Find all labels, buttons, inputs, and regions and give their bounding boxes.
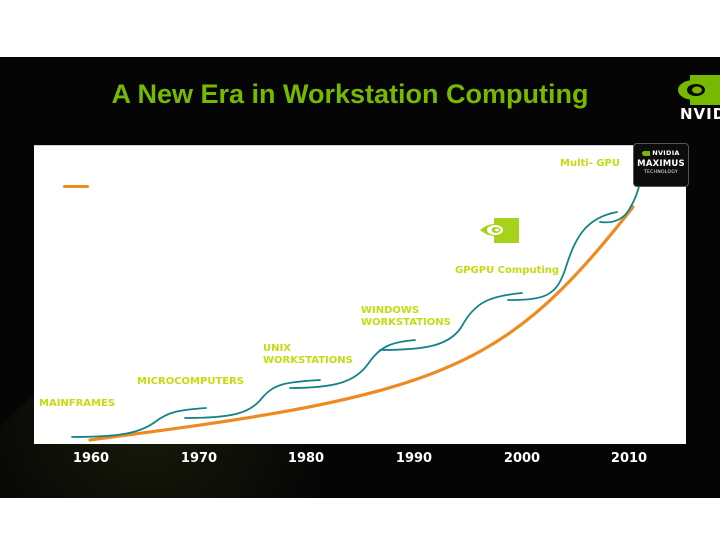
label-unix-workstations: UNIX WORKSTATIONS <box>263 343 353 367</box>
maximus-badge: NVIDIA MAXIMUS TECHNOLOGY <box>633 143 689 187</box>
label-windows-workstations: WINDOWS WORKSTATIONS <box>361 305 451 329</box>
x-tick-1980: 1980 <box>287 451 325 466</box>
maximus-brand: NVIDIA <box>634 149 688 157</box>
x-tick-2010: 2010 <box>610 451 648 466</box>
era-s-curves <box>71 182 641 438</box>
x-tick-2000: 2000 <box>503 451 541 466</box>
x-tick-1960: 1960 <box>72 451 110 466</box>
maximus-name: MAXIMUS <box>637 159 685 169</box>
label-unix-line2: WORKSTATIONS <box>263 355 353 366</box>
maximus-brand-text: NVIDIA <box>652 149 680 157</box>
label-gpgpu-computing: GPGPU Computing <box>455 265 560 276</box>
label-multi-gpu: Multi- GPU <box>560 158 620 169</box>
x-tick-1990: 1990 <box>395 451 433 466</box>
label-windows-line2: WORKSTATIONS <box>361 317 451 328</box>
legend-orange-line <box>63 185 89 188</box>
nvidia-logo: NVIDIA <box>676 75 720 125</box>
label-mainframes: MAINFRAMES <box>39 398 116 409</box>
x-tick-1970: 1970 <box>180 451 218 466</box>
maximus-subtitle: TECHNOLOGY <box>644 170 678 175</box>
slide-title-text: A New Era in Workstation Computing <box>111 79 589 109</box>
slide-title: A New Era in Workstation Computing <box>0 79 720 110</box>
nvidia-eye-icon <box>642 150 651 156</box>
label-unix-line1: UNIX <box>263 343 291 354</box>
orange-growth-curve <box>88 205 635 442</box>
label-windows-line1: WINDOWS <box>361 305 420 316</box>
gpgpu-nvidia-eye-icon <box>480 218 519 243</box>
label-microcomputers: MICROCOMPUTERS <box>137 376 245 387</box>
nvidia-wordmark: NVIDIA <box>680 105 720 123</box>
nvidia-eye-icon <box>678 75 720 105</box>
